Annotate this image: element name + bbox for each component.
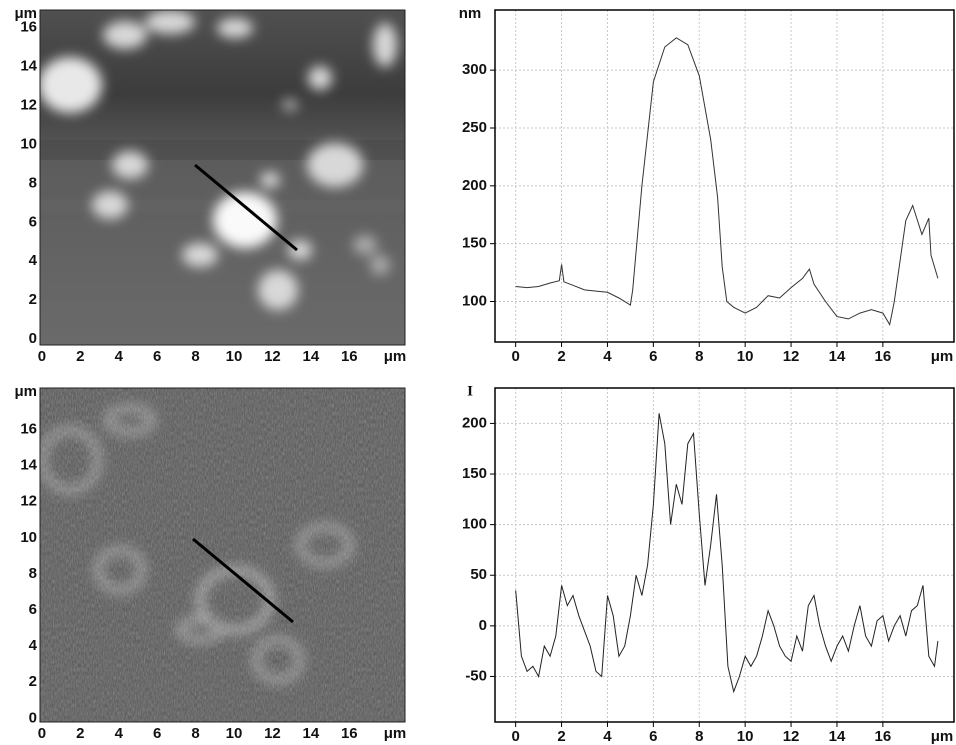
- x-tick-label: 2: [557, 348, 565, 365]
- y-tick-label: 2: [29, 291, 37, 308]
- y-tick-label: 0: [29, 330, 37, 347]
- y-tick-label: 8: [29, 174, 37, 191]
- image-frame: [39, 387, 406, 723]
- x-tick-label: 16: [341, 348, 358, 365]
- x-tick-label: 14: [829, 728, 846, 745]
- afm-signal-map: [40, 388, 405, 722]
- y-tick-label: 100: [462, 516, 487, 533]
- y-tick-label: 150: [462, 465, 487, 482]
- y-tick-label: 4: [29, 637, 38, 654]
- x-tick-label: 10: [226, 348, 243, 365]
- x-tick-label: 14: [303, 725, 320, 742]
- y-unit: μm: [14, 383, 37, 400]
- x-tick-label: 16: [875, 728, 892, 745]
- y-tick-label: 16: [20, 18, 37, 35]
- y-tick-label: 4: [29, 252, 38, 269]
- x-tick-label: 6: [153, 348, 161, 365]
- y-tick-label: 0: [29, 709, 37, 726]
- x-unit: μm: [384, 348, 407, 365]
- y-tick-label: 300: [462, 61, 487, 78]
- x-tick-label: 12: [783, 728, 800, 745]
- y-tick-label: 100: [462, 292, 487, 309]
- y-unit: μm: [14, 5, 37, 22]
- y-tick-label: 200: [462, 414, 487, 431]
- y-tick-label: 2: [29, 673, 37, 690]
- y-tick-label: 250: [462, 119, 487, 136]
- x-unit: μm: [931, 348, 954, 365]
- x-tick-label: 12: [783, 348, 800, 365]
- y-tick-label: 12: [20, 96, 37, 113]
- x-tick-label: 14: [303, 348, 320, 365]
- y-tick-label: 12: [20, 493, 37, 510]
- x-tick-label: 8: [191, 348, 199, 365]
- x-tick-label: 8: [695, 728, 703, 745]
- x-tick-label: 0: [38, 725, 46, 742]
- y-tick-label: 50: [470, 566, 487, 583]
- x-tick-label: 0: [511, 728, 519, 745]
- plot-frame: [494, 387, 955, 723]
- y-tick-label: -50: [465, 667, 487, 684]
- x-tick-label: 2: [76, 348, 84, 365]
- x-tick-label: 2: [557, 728, 565, 745]
- x-tick-label: 12: [264, 348, 281, 365]
- x-tick-label: 8: [695, 348, 703, 365]
- x-tick-label: 6: [153, 725, 161, 742]
- image-frame: [39, 9, 406, 346]
- y-tick-label: 200: [462, 177, 487, 194]
- profile-line: [515, 37, 939, 326]
- profile-line: [515, 413, 939, 694]
- y-label: I: [467, 383, 473, 399]
- y-tick-label: 16: [20, 420, 37, 437]
- y-tick-label: 10: [20, 529, 37, 546]
- y-tick-label: 8: [29, 565, 37, 582]
- x-tick-label: 4: [603, 348, 612, 365]
- x-tick-label: 4: [115, 348, 124, 365]
- x-tick-label: 10: [226, 725, 243, 742]
- x-tick-label: 6: [649, 728, 657, 745]
- y-tick-label: 14: [20, 57, 37, 74]
- x-tick-label: 16: [341, 725, 358, 742]
- y-label: nm: [459, 5, 482, 22]
- x-unit: μm: [931, 728, 954, 745]
- x-tick-label: 12: [264, 725, 281, 742]
- x-tick-label: 10: [737, 728, 754, 745]
- x-tick-label: 16: [875, 348, 892, 365]
- y-tick-label: 150: [462, 235, 487, 252]
- y-tick-label: 14: [20, 457, 37, 474]
- x-tick-label: 4: [603, 728, 612, 745]
- x-tick-label: 4: [115, 725, 124, 742]
- afm-topography: [40, 10, 405, 345]
- plot-frame: [494, 9, 955, 343]
- x-tick-label: 10: [737, 348, 754, 365]
- y-tick-label: 10: [20, 135, 37, 152]
- x-tick-label: 0: [38, 348, 46, 365]
- x-tick-label: 8: [191, 725, 199, 742]
- y-tick-label: 6: [29, 213, 37, 230]
- x-unit: μm: [384, 725, 407, 742]
- y-tick-label: 6: [29, 601, 37, 618]
- x-tick-label: 2: [76, 725, 84, 742]
- x-tick-label: 0: [511, 348, 519, 365]
- x-tick-label: 14: [829, 348, 846, 365]
- x-tick-label: 6: [649, 348, 657, 365]
- y-tick-label: 0: [479, 617, 487, 634]
